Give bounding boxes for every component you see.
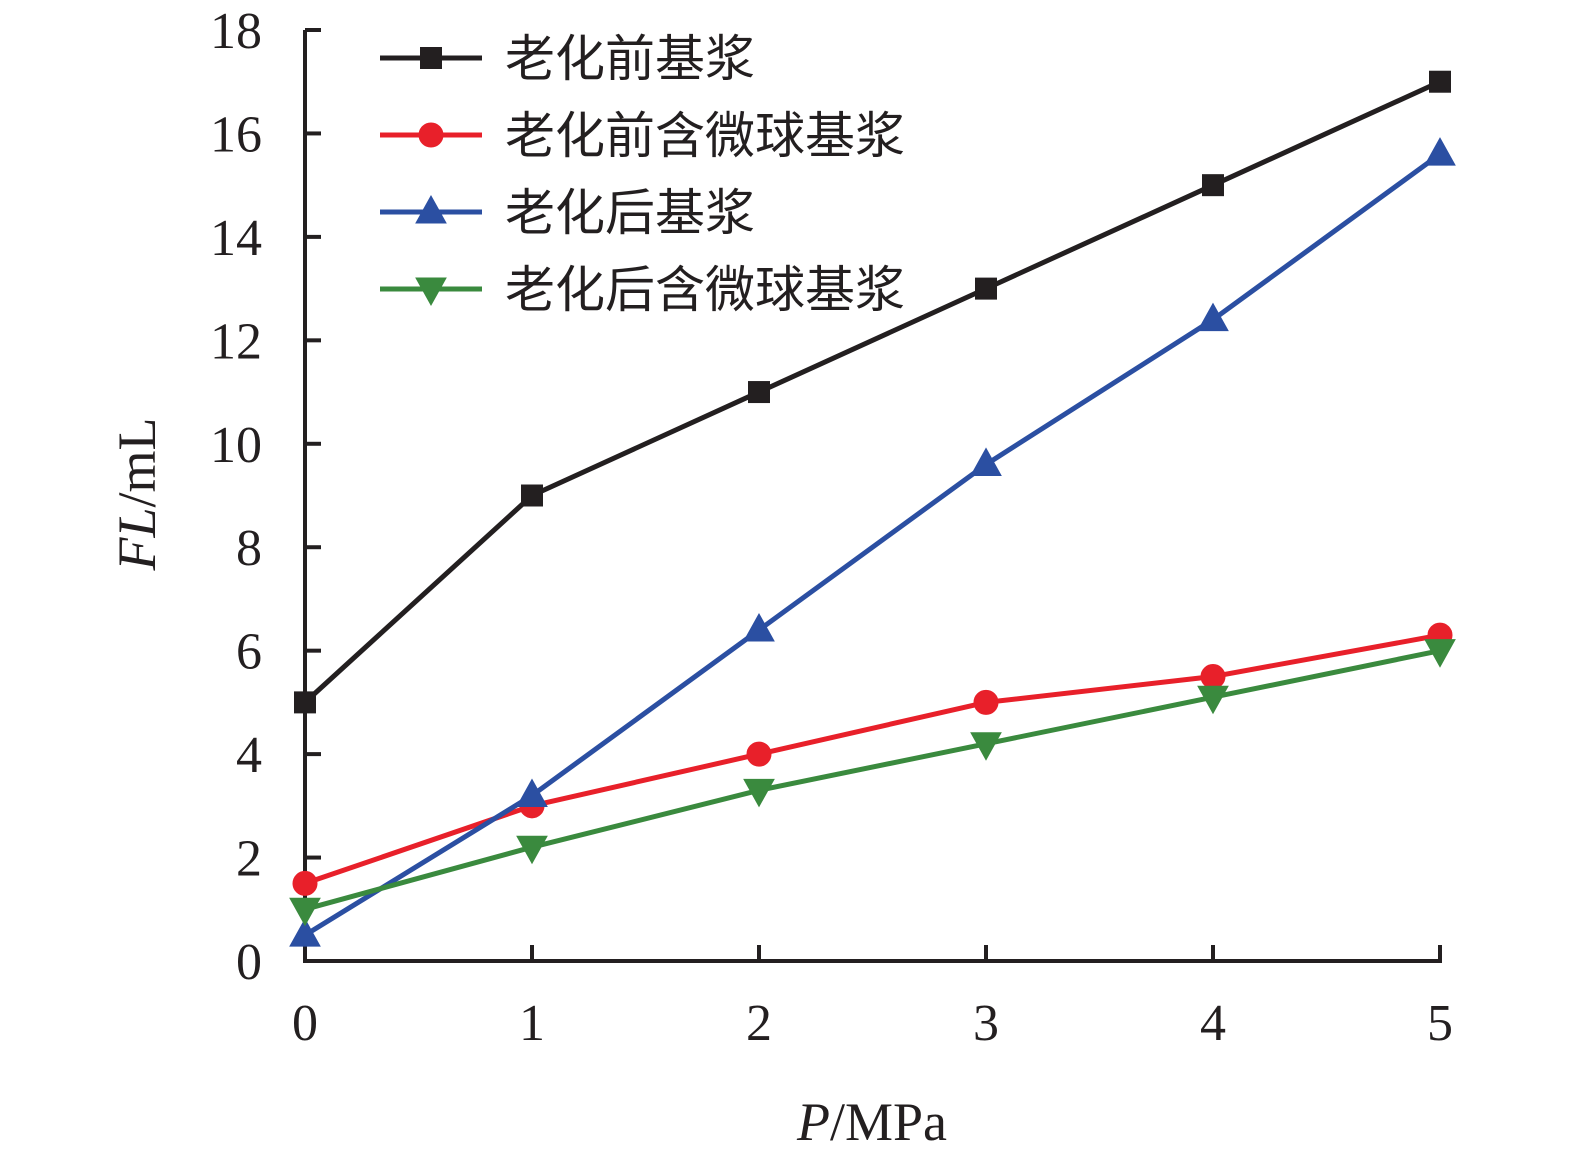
series-line — [304, 632, 1441, 886]
y-tick-label: 10 — [210, 417, 262, 474]
y-axis-label-unit: /mL — [107, 417, 167, 507]
legend-marker — [415, 194, 447, 224]
series-layer — [289, 70, 1456, 947]
data-point — [1424, 137, 1456, 166]
legend-item: 老化前基浆 — [380, 30, 755, 88]
data-point — [516, 778, 548, 807]
y-axis-label: FL/mL — [107, 417, 167, 571]
series-3 — [289, 137, 1456, 947]
x-axis-label-unit: /MPa — [830, 1092, 947, 1152]
data-point — [1197, 302, 1229, 332]
data-point — [970, 732, 1002, 761]
legend-marker — [415, 277, 447, 307]
y-tick-label: 6 — [236, 624, 262, 681]
legend-item: 老化后含微球基浆 — [380, 261, 905, 319]
legend-label: 老化前含微球基浆 — [505, 107, 905, 165]
data-point — [746, 741, 772, 767]
data-point — [521, 484, 543, 507]
data-point — [1429, 70, 1451, 93]
data-point — [294, 691, 316, 714]
series-4 — [289, 639, 1456, 927]
data-point — [1424, 639, 1456, 668]
y-tick-label: 2 — [236, 831, 262, 888]
series-line — [303, 79, 1442, 705]
data-point — [292, 870, 318, 896]
y-tick-label: 12 — [210, 313, 262, 370]
legend-marker — [420, 47, 442, 69]
y-tick-label: 0 — [236, 934, 262, 991]
x-tick-label: 4 — [1200, 995, 1226, 1052]
data-point — [1200, 664, 1226, 690]
series-line — [304, 648, 1441, 912]
y-tick-label: 18 — [210, 3, 262, 60]
data-point — [743, 612, 775, 642]
series-1 — [294, 70, 1451, 714]
data-point — [970, 447, 1002, 476]
y-tick-label: 16 — [210, 106, 262, 163]
data-point — [1197, 685, 1229, 715]
x-tick-label: 2 — [746, 995, 772, 1052]
x-tick-label: 1 — [519, 995, 545, 1052]
data-point — [975, 277, 997, 300]
legend-marker — [418, 122, 444, 148]
y-tick-label: 8 — [236, 520, 262, 577]
series-2 — [292, 622, 1453, 896]
x-tick-label: 5 — [1427, 995, 1453, 1052]
legend-label: 老化后基浆 — [505, 184, 755, 242]
data-point — [289, 918, 321, 947]
x-tick-label: 3 — [973, 995, 999, 1052]
legend-item: 老化前含微球基浆 — [380, 107, 905, 165]
legend-label: 老化后含微球基浆 — [505, 261, 905, 319]
data-point — [516, 835, 548, 865]
series-line — [303, 152, 1442, 938]
x-axis-label: P/MPa — [796, 1092, 947, 1152]
x-tick-label: 0 — [292, 995, 318, 1052]
x-axis-label-variable: P — [796, 1092, 830, 1152]
data-point — [748, 381, 770, 404]
data-point — [1202, 174, 1224, 197]
legend-item: 老化后基浆 — [380, 184, 755, 242]
legend-label: 老化前基浆 — [505, 30, 755, 88]
y-axis-label-variable: FL — [107, 507, 167, 571]
data-point — [973, 689, 999, 715]
data-point — [289, 897, 321, 927]
y-tick-label: 14 — [210, 210, 262, 267]
y-tick-label: 4 — [236, 727, 262, 784]
data-point — [743, 778, 775, 808]
